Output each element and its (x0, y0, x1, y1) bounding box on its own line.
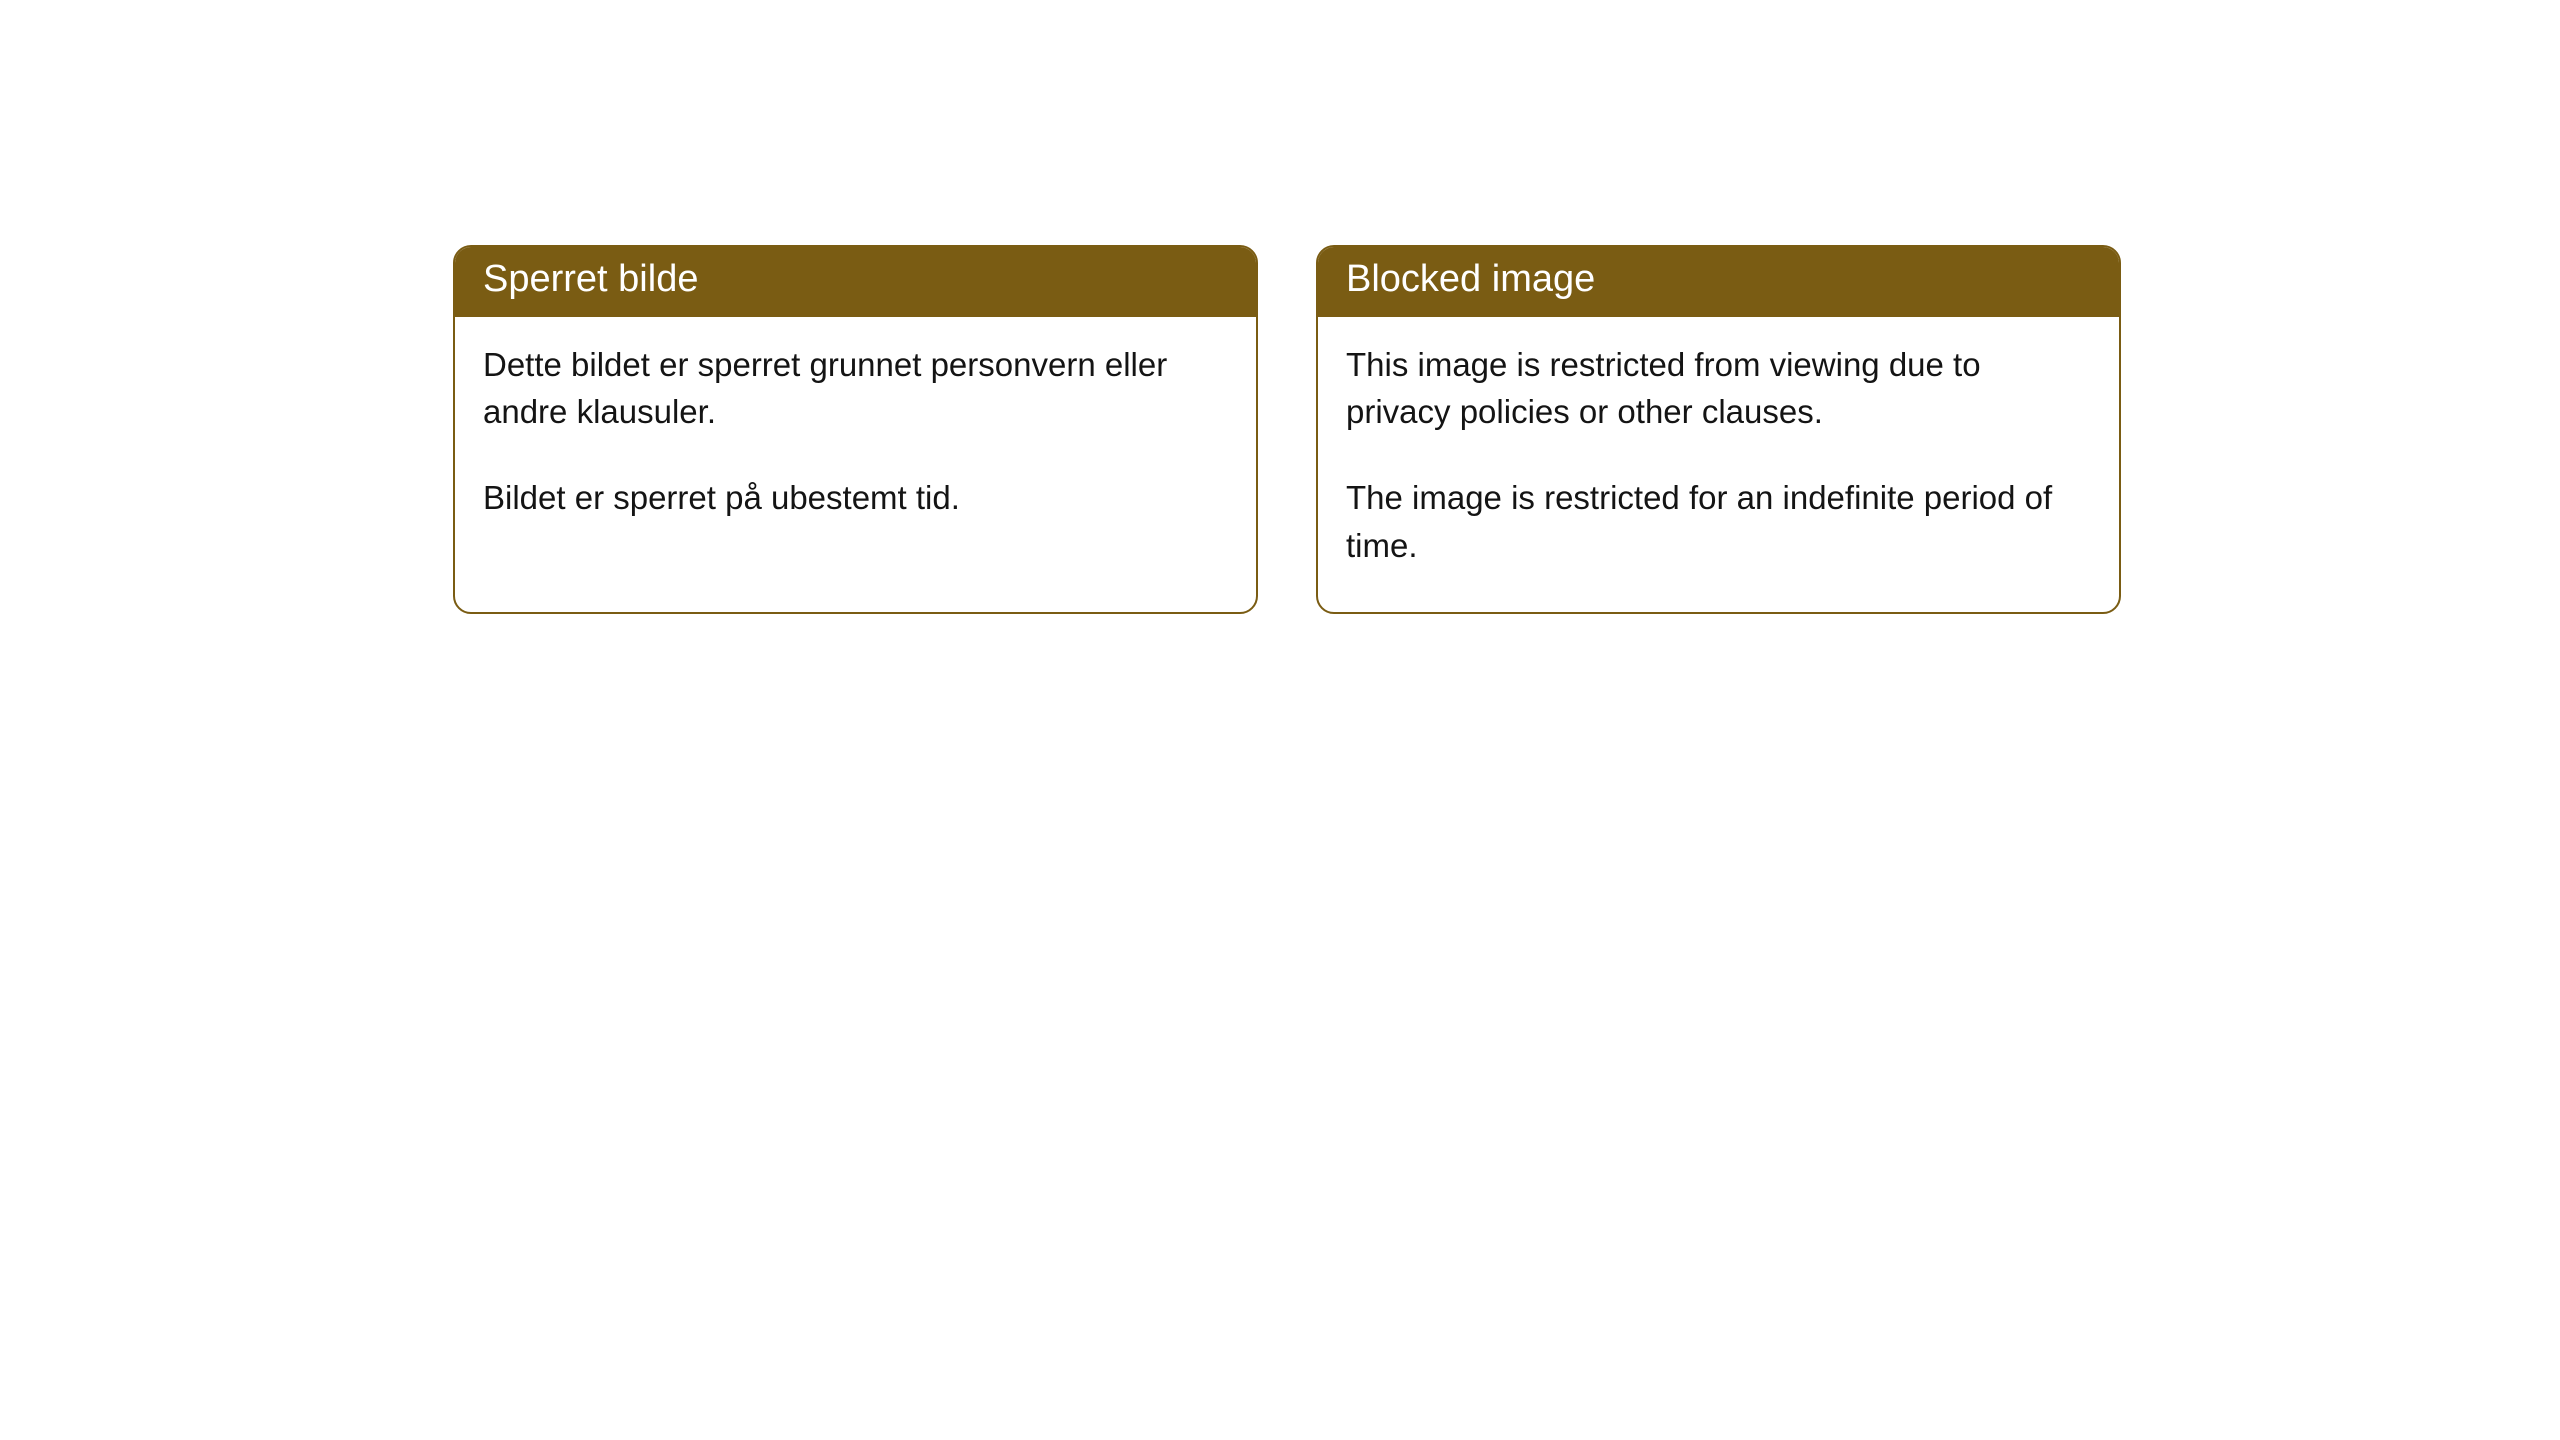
card-title: Sperret bilde (483, 258, 698, 300)
card-title: Blocked image (1346, 258, 1595, 300)
card-body: This image is restricted from viewing du… (1318, 317, 2119, 612)
cards-container: Sperret bilde Dette bildet er sperret gr… (453, 245, 2121, 614)
blocked-image-card-en: Blocked image This image is restricted f… (1316, 245, 2121, 614)
card-header: Sperret bilde (455, 247, 1256, 317)
card-paragraph: This image is restricted from viewing du… (1346, 341, 2091, 437)
blocked-image-card-no: Sperret bilde Dette bildet er sperret gr… (453, 245, 1258, 614)
card-paragraph: The image is restricted for an indefinit… (1346, 474, 2091, 570)
card-header: Blocked image (1318, 247, 2119, 317)
card-body: Dette bildet er sperret grunnet personve… (455, 317, 1256, 565)
card-paragraph: Bildet er sperret på ubestemt tid. (483, 474, 1228, 522)
card-paragraph: Dette bildet er sperret grunnet personve… (483, 341, 1228, 437)
